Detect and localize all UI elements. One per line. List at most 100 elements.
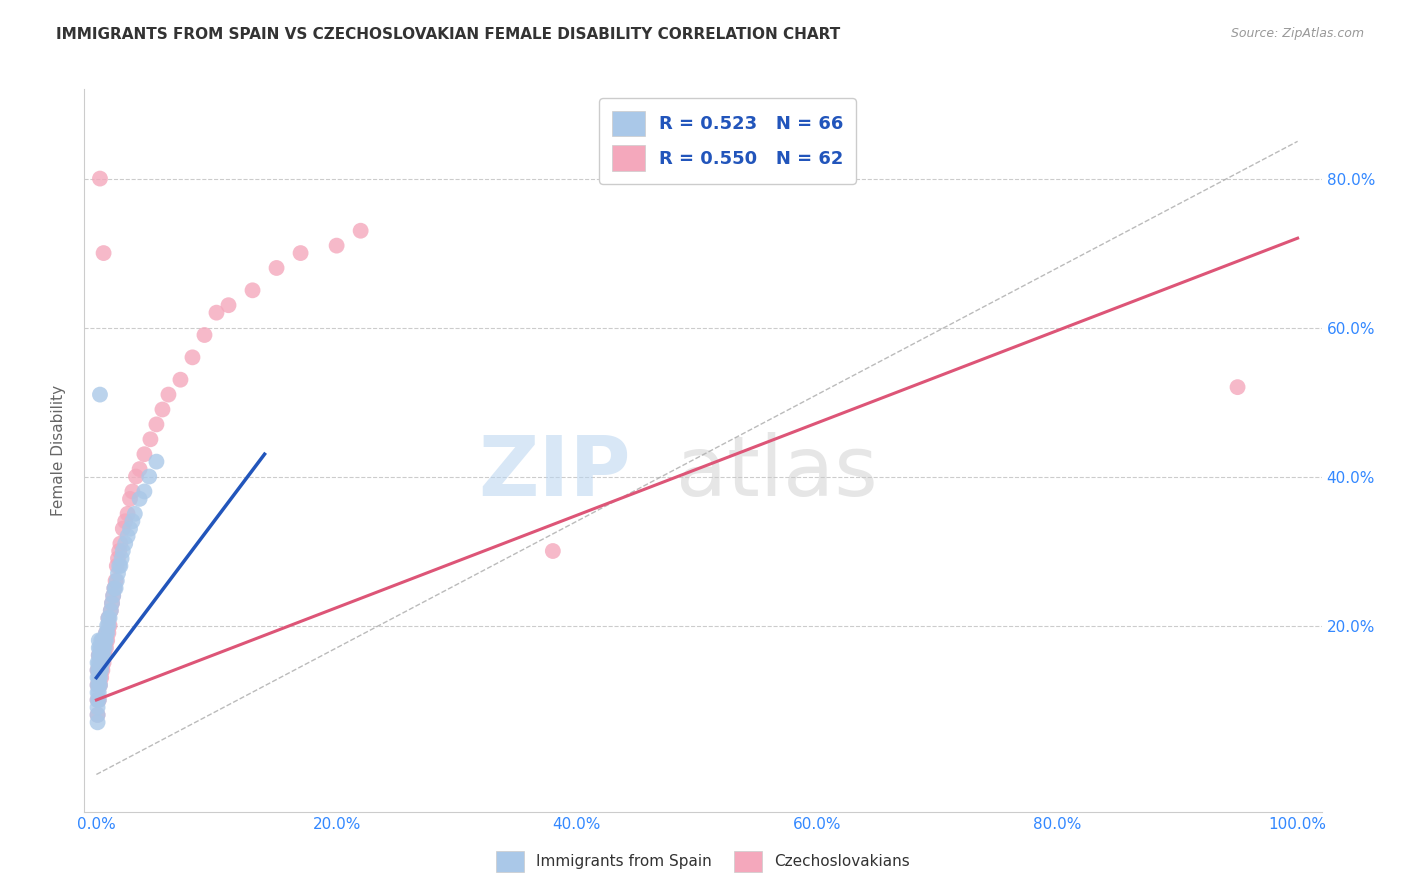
Point — [121, 484, 143, 499]
Text: ZIP: ZIP — [478, 432, 631, 513]
Point — [87, 693, 110, 707]
Point — [97, 626, 120, 640]
Point — [87, 648, 110, 663]
Point — [91, 656, 114, 670]
Point — [117, 507, 139, 521]
Point — [111, 544, 134, 558]
Point — [124, 507, 146, 521]
Point — [290, 246, 312, 260]
Point — [89, 656, 111, 670]
Point — [108, 558, 131, 573]
Point — [86, 663, 108, 677]
Point — [325, 238, 347, 252]
Text: IMMIGRANTS FROM SPAIN VS CZECHOSLOVAKIAN FEMALE DISABILITY CORRELATION CHART: IMMIGRANTS FROM SPAIN VS CZECHOSLOVAKIAN… — [56, 27, 841, 42]
Point — [89, 671, 111, 685]
Point — [87, 633, 110, 648]
Point — [87, 678, 110, 692]
Point — [98, 611, 121, 625]
Point — [89, 663, 111, 677]
Point — [110, 551, 132, 566]
Point — [117, 529, 139, 543]
Point — [90, 640, 112, 655]
Point — [89, 678, 111, 692]
Point — [86, 715, 108, 730]
Legend: Immigrants from Spain, Czechoslovakians: Immigrants from Spain, Czechoslovakians — [488, 843, 918, 880]
Point — [89, 663, 111, 677]
Point — [86, 656, 108, 670]
Point — [105, 574, 128, 588]
Point — [108, 544, 131, 558]
Point — [111, 522, 134, 536]
Point — [90, 656, 112, 670]
Point — [90, 648, 112, 663]
Y-axis label: Female Disability: Female Disability — [51, 384, 66, 516]
Point — [128, 491, 150, 506]
Point — [103, 581, 125, 595]
Point — [1226, 380, 1249, 394]
Point — [90, 663, 112, 677]
Point — [89, 648, 111, 663]
Point — [101, 596, 124, 610]
Point — [86, 685, 108, 699]
Point — [86, 707, 108, 722]
Point — [104, 581, 127, 595]
Point — [91, 663, 114, 677]
Point — [114, 536, 136, 550]
Point — [91, 633, 114, 648]
Point — [87, 663, 110, 677]
Point — [94, 633, 117, 648]
Point — [90, 633, 112, 648]
Point — [205, 306, 228, 320]
Point — [96, 626, 118, 640]
Point — [103, 589, 125, 603]
Point — [94, 640, 117, 655]
Point — [138, 469, 160, 483]
Point — [87, 640, 110, 655]
Point — [93, 640, 115, 655]
Point — [94, 626, 117, 640]
Point — [181, 351, 204, 365]
Point — [128, 462, 150, 476]
Point — [94, 648, 117, 663]
Point — [89, 387, 111, 401]
Point — [87, 648, 110, 663]
Point — [86, 678, 108, 692]
Point — [118, 491, 141, 506]
Point — [96, 618, 118, 632]
Point — [94, 633, 117, 648]
Point — [93, 633, 115, 648]
Point — [157, 387, 180, 401]
Legend: R = 0.523   N = 66, R = 0.550   N = 62: R = 0.523 N = 66, R = 0.550 N = 62 — [599, 98, 856, 184]
Point — [100, 604, 122, 618]
Point — [87, 685, 110, 699]
Point — [86, 693, 108, 707]
Point — [94, 626, 117, 640]
Point — [89, 640, 111, 655]
Point — [87, 671, 110, 685]
Point — [86, 663, 108, 677]
Point — [97, 611, 120, 625]
Point — [91, 633, 114, 648]
Point — [266, 260, 288, 275]
Point — [97, 611, 120, 625]
Point — [96, 633, 118, 648]
Point — [118, 522, 141, 536]
Point — [86, 707, 108, 722]
Point — [169, 373, 191, 387]
Point — [87, 656, 110, 670]
Point — [121, 514, 143, 528]
Point — [93, 246, 115, 260]
Point — [91, 648, 114, 663]
Point — [134, 447, 156, 461]
Point — [134, 484, 156, 499]
Point — [139, 432, 162, 446]
Point — [91, 648, 114, 663]
Point — [110, 558, 132, 573]
Point — [90, 671, 112, 685]
Point — [218, 298, 240, 312]
Text: atlas: atlas — [676, 432, 879, 513]
Point — [125, 469, 148, 483]
Point — [107, 551, 129, 566]
Point — [94, 633, 117, 648]
Point — [93, 648, 115, 663]
